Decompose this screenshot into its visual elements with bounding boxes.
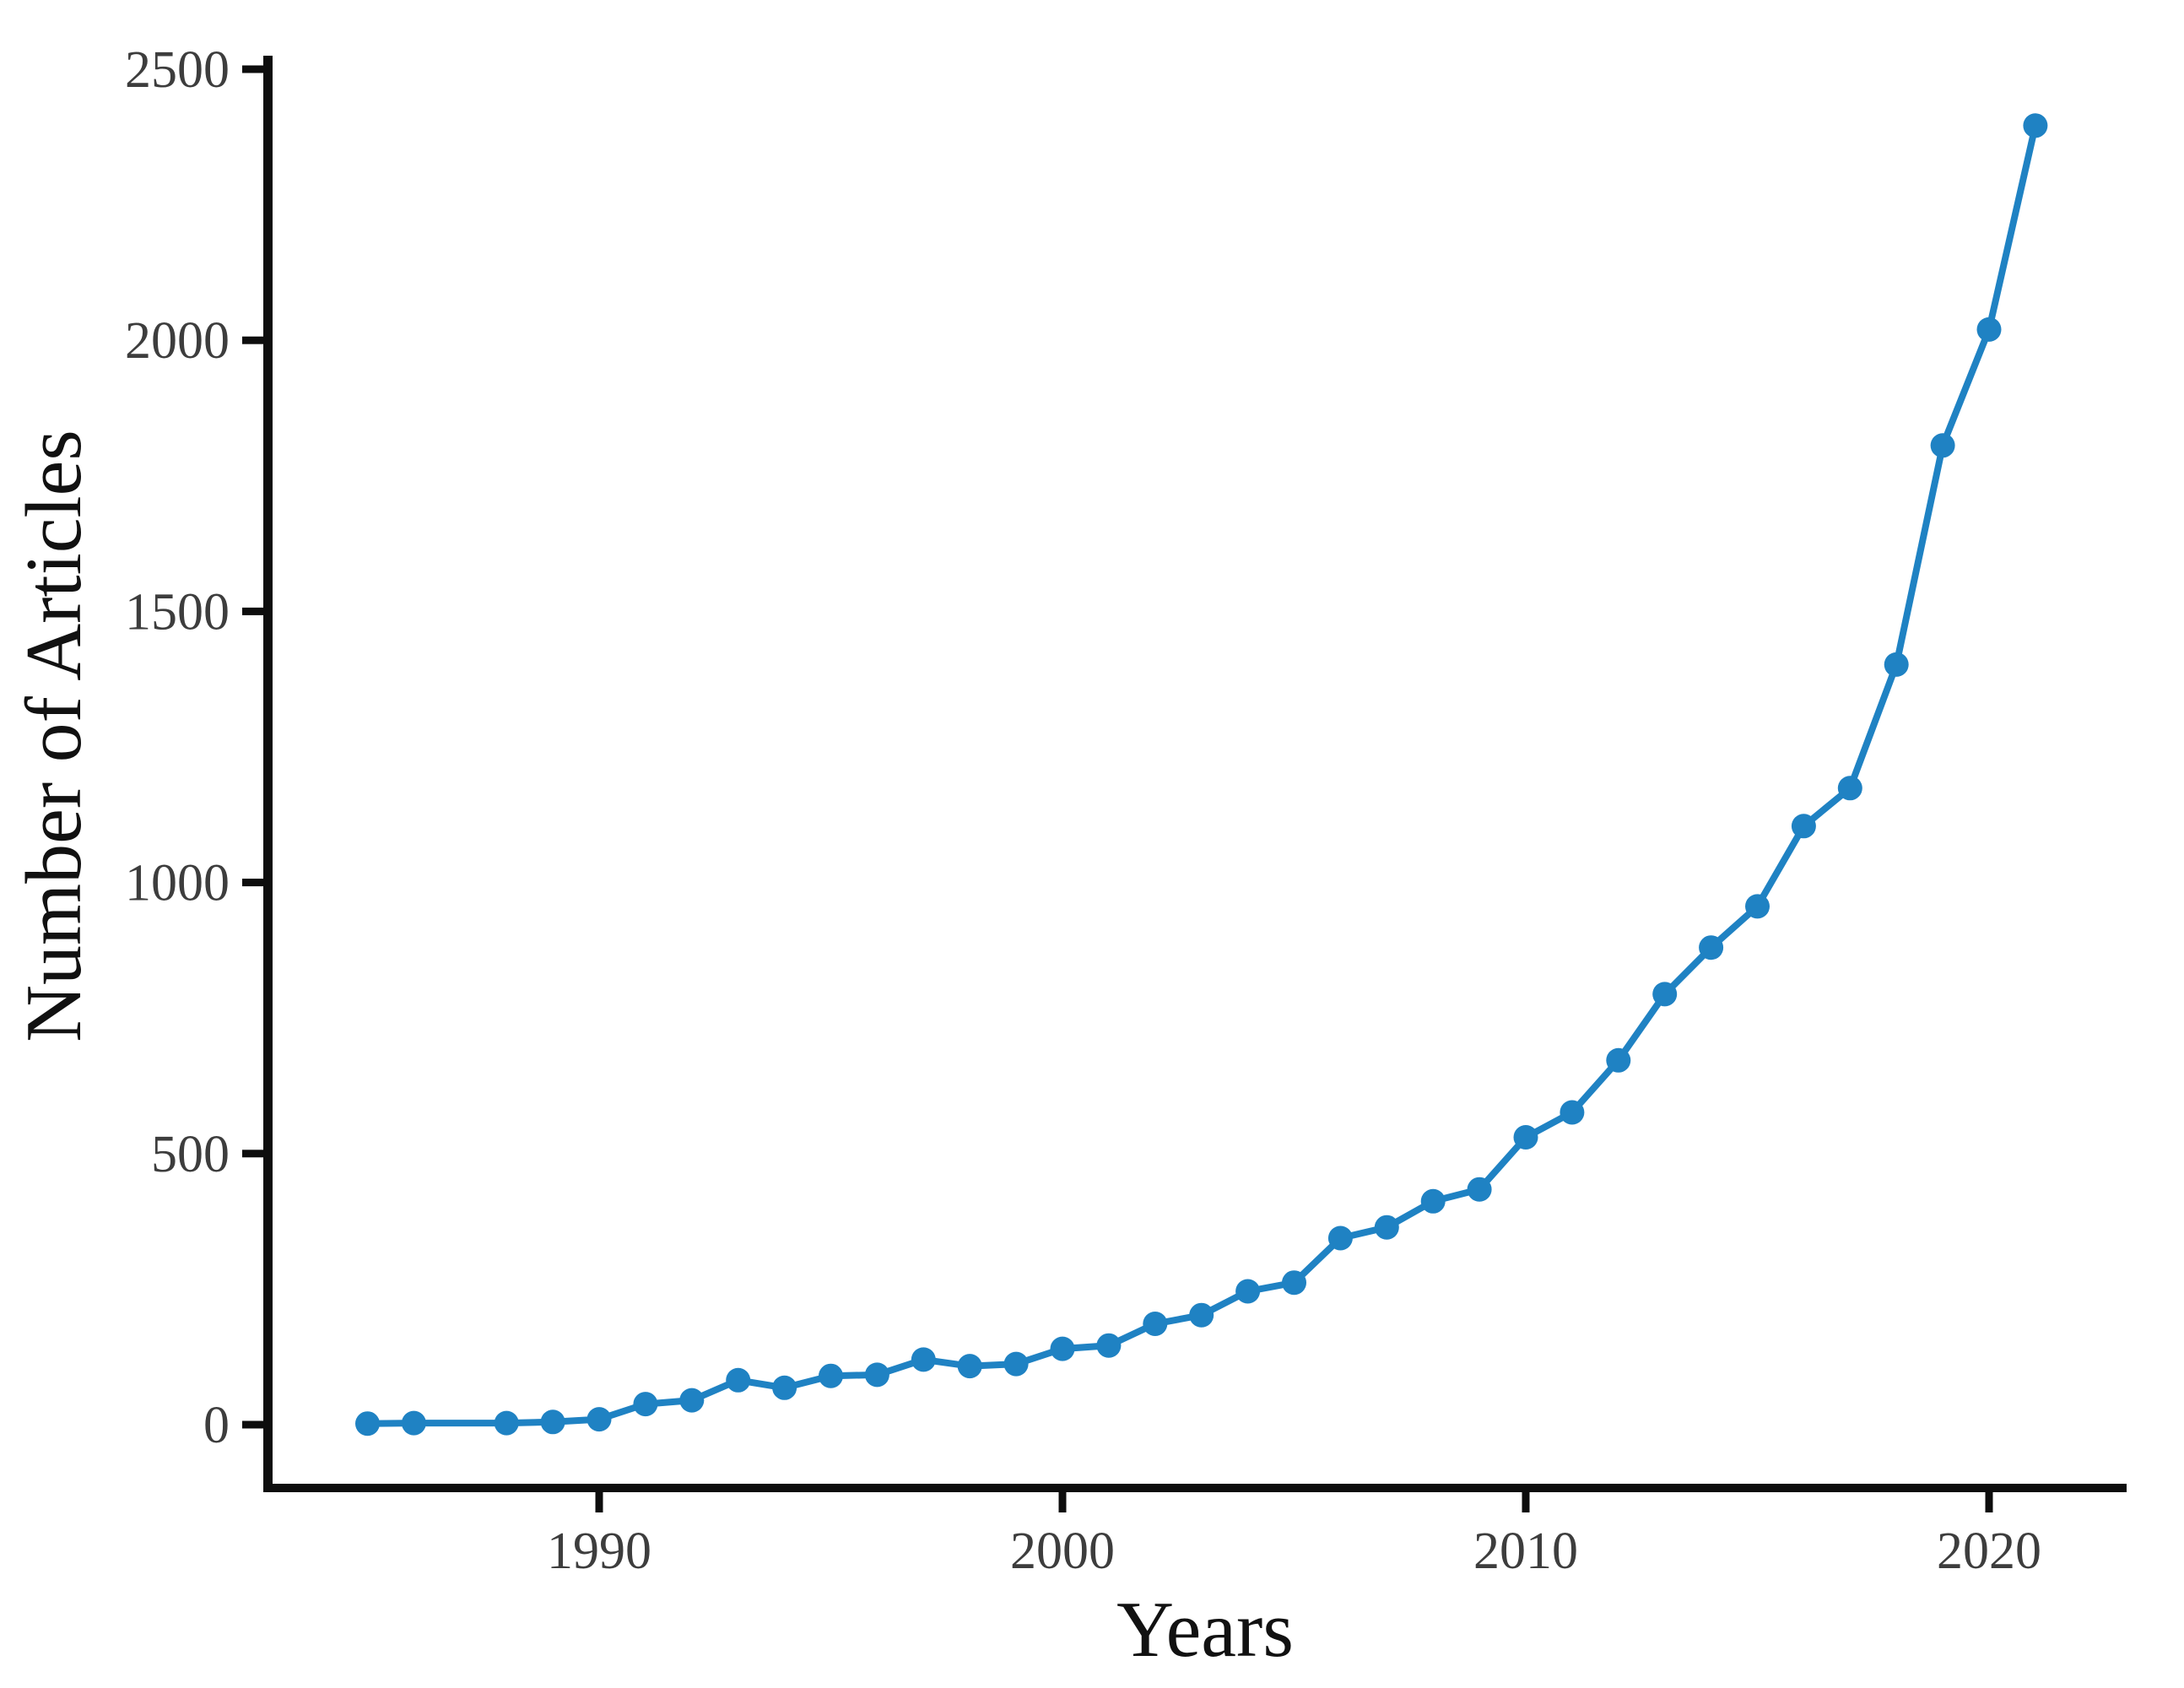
y-axis-label: Number of Articles bbox=[10, 430, 98, 1042]
y-tick-label: 1500 bbox=[125, 583, 230, 641]
x-tick-label: 2000 bbox=[1010, 1523, 1115, 1580]
data-point bbox=[1791, 814, 1816, 839]
data-point bbox=[1930, 433, 1955, 458]
y-axis-ticks: 0 500 1000 1500 2000 2500 bbox=[125, 41, 263, 1454]
data-point bbox=[1467, 1177, 1492, 1202]
data-point bbox=[1235, 1279, 1261, 1304]
data-point bbox=[587, 1407, 612, 1432]
y-tick-mark bbox=[242, 65, 263, 73]
data-point bbox=[1976, 316, 2002, 342]
data-point bbox=[911, 1347, 936, 1372]
data-point bbox=[1374, 1215, 1399, 1240]
x-tick-label: 1990 bbox=[547, 1523, 651, 1580]
y-tick-label: 0 bbox=[203, 1397, 230, 1454]
data-point bbox=[2023, 113, 2048, 138]
data-point bbox=[1096, 1333, 1122, 1358]
y-tick-mark bbox=[242, 1150, 263, 1158]
data-point bbox=[355, 1411, 380, 1436]
y-tick-label: 1000 bbox=[125, 855, 230, 912]
data-point bbox=[633, 1392, 658, 1417]
data-point bbox=[819, 1363, 843, 1388]
data-point bbox=[1327, 1225, 1353, 1251]
series-line bbox=[364, 122, 2039, 1427]
data-point bbox=[401, 1410, 426, 1436]
x-tick-mark bbox=[1985, 1492, 1993, 1512]
y-tick-label: 500 bbox=[151, 1126, 230, 1183]
x-axis-label: Years bbox=[1116, 1586, 1294, 1674]
x-axis-ticks: 1990 2000 2010 2020 bbox=[547, 1492, 2041, 1580]
data-point bbox=[1745, 894, 1770, 919]
data-point bbox=[1282, 1270, 1306, 1296]
data-point bbox=[772, 1375, 797, 1400]
data-point bbox=[679, 1388, 705, 1413]
data-point bbox=[540, 1409, 565, 1435]
data-point bbox=[494, 1410, 519, 1436]
data-point bbox=[1189, 1302, 1214, 1328]
axis-spines bbox=[263, 56, 2127, 1492]
data-point bbox=[1420, 1188, 1446, 1214]
data-point bbox=[1699, 935, 1724, 960]
data-point bbox=[957, 1354, 982, 1379]
x-tick-label: 2020 bbox=[1937, 1523, 2041, 1580]
data-point bbox=[1050, 1336, 1075, 1361]
x-axis-spine bbox=[263, 1484, 2127, 1492]
x-tick-label: 2010 bbox=[1473, 1523, 1578, 1580]
data-point bbox=[1513, 1125, 1538, 1150]
data-point bbox=[1837, 776, 1862, 801]
data-point bbox=[1606, 1047, 1631, 1073]
y-tick-label: 2000 bbox=[125, 312, 230, 370]
line-series bbox=[355, 113, 2048, 1436]
y-tick-mark bbox=[242, 1420, 263, 1429]
x-tick-mark bbox=[595, 1492, 603, 1512]
x-tick-mark bbox=[1058, 1492, 1067, 1512]
data-point bbox=[1652, 982, 1678, 1007]
data-point bbox=[726, 1367, 751, 1393]
x-tick-mark bbox=[1522, 1492, 1530, 1512]
data-point bbox=[1003, 1351, 1029, 1377]
y-tick-mark bbox=[242, 607, 263, 615]
y-tick-mark bbox=[242, 336, 263, 344]
data-point bbox=[864, 1362, 889, 1388]
data-point bbox=[1560, 1100, 1585, 1125]
data-point bbox=[1143, 1312, 1168, 1336]
y-tick-label: 2500 bbox=[125, 41, 230, 99]
y-tick-mark bbox=[242, 879, 263, 887]
data-point bbox=[1884, 652, 1909, 677]
y-axis-spine bbox=[263, 56, 273, 1491]
